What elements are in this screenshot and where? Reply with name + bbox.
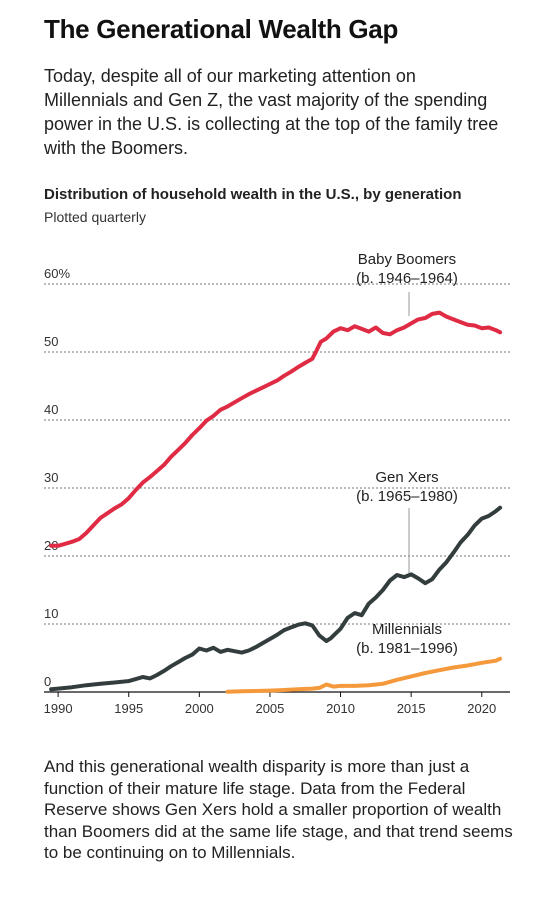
chart-subtitle: Plotted quarterly [44,209,146,225]
y-tick-label-40: 40 [44,402,58,417]
intro-paragraph: Today, despite all of our marketing atte… [44,66,499,158]
series-line-millennials [225,656,503,694]
x-tick-label-2020: 2020 [467,701,496,716]
x-tick-label-1990: 1990 [44,701,73,716]
series-lines [49,310,503,694]
annotation-baby-boomers-name: Baby Boomers [358,251,456,268]
x-axis: 1990 1995 2000 2005 2010 2015 2020 [44,691,510,716]
annotation-baby-boomers-birth-years: (b. 1946–1964) [356,270,458,287]
annotation-gen-xers-birth-years: (b. 1965–1980) [356,488,458,505]
y-tick-label-30: 30 [44,470,58,485]
article-title: The Generational Wealth Gap [44,14,399,44]
series-line-baby-boomers [49,310,503,548]
series-annotations: Baby Boomers (b. 1946–1964) Gen Xers (b. 19… [356,251,458,657]
y-tick-label-10: 10 [44,606,58,621]
annotation-millennials-name: Millennials [372,621,442,638]
gridlines [44,283,510,625]
annotation-gen-xers-name: Gen Xers [375,469,438,486]
outro-paragraph: And this generational wealth disparity i… [44,757,513,863]
x-tick-label-2005: 2005 [255,701,284,716]
x-tick-label-2010: 2010 [326,701,355,716]
x-tick-label-2000: 2000 [185,701,214,716]
y-tick-label-0: 0 [44,674,51,689]
x-tick-label-2015: 2015 [397,701,426,716]
chart-title: Distribution of household wealth in the … [44,186,462,203]
series-line-gen-xers [49,505,503,692]
x-tick-label-1995: 1995 [114,701,143,716]
y-tick-label-50: 50 [44,334,58,349]
y-tick-label-60: 60% [44,266,70,281]
annotation-millennials-birth-years: (b. 1981–1996) [356,640,458,657]
